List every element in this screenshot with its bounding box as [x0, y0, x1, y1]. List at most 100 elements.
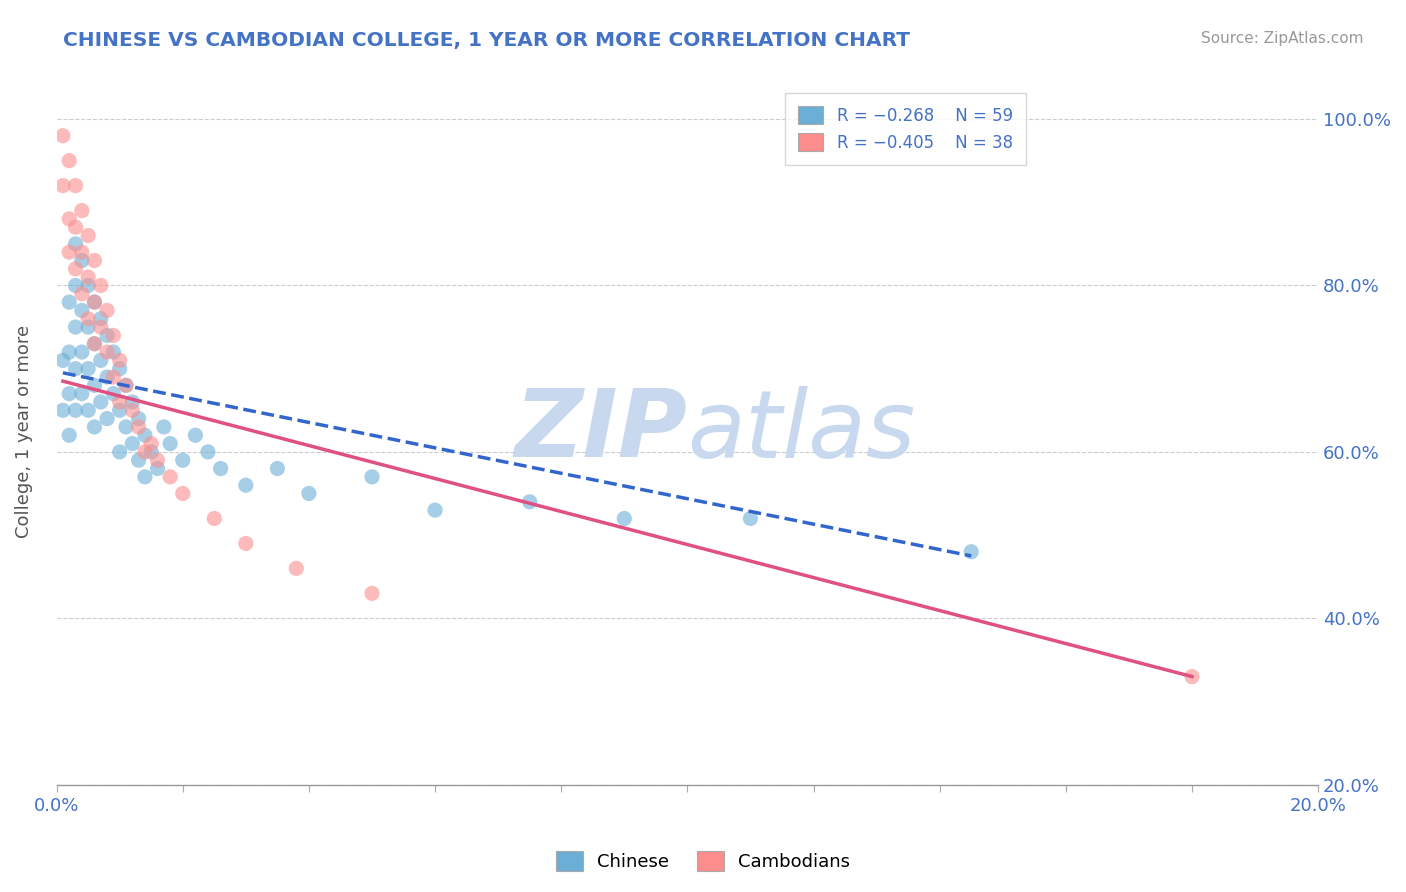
Point — [103, 345, 125, 359]
Point — [96, 411, 118, 425]
Point — [90, 353, 112, 368]
Point — [65, 320, 87, 334]
Point — [65, 178, 87, 193]
Point — [235, 478, 257, 492]
Point — [103, 386, 125, 401]
Point — [115, 378, 138, 392]
Text: ZIP: ZIP — [515, 385, 688, 477]
Point — [519, 495, 541, 509]
Point — [1181, 669, 1204, 683]
Point — [70, 286, 93, 301]
Point — [209, 461, 232, 475]
Point — [83, 295, 105, 310]
Point — [740, 511, 762, 525]
Point — [960, 545, 983, 559]
Point — [115, 378, 138, 392]
Point — [159, 470, 181, 484]
Point — [58, 345, 80, 359]
Point — [96, 328, 118, 343]
Point — [77, 311, 100, 326]
Point — [83, 295, 105, 310]
Point — [58, 386, 80, 401]
Point — [65, 236, 87, 251]
Point — [90, 311, 112, 326]
Point — [96, 303, 118, 318]
Point — [65, 220, 87, 235]
Point — [108, 403, 131, 417]
Point — [70, 245, 93, 260]
Point — [423, 503, 446, 517]
Point — [58, 245, 80, 260]
Point — [58, 295, 80, 310]
Point — [96, 370, 118, 384]
Point — [77, 320, 100, 334]
Point — [58, 211, 80, 226]
Point — [90, 278, 112, 293]
Point — [108, 445, 131, 459]
Point — [77, 270, 100, 285]
Point — [197, 445, 219, 459]
Point — [108, 361, 131, 376]
Point — [159, 436, 181, 450]
Point — [70, 303, 93, 318]
Point — [70, 203, 93, 218]
Point — [52, 178, 75, 193]
Point — [58, 153, 80, 168]
Point — [70, 345, 93, 359]
Point — [361, 470, 384, 484]
Point — [121, 395, 143, 409]
Point — [77, 278, 100, 293]
Point — [103, 370, 125, 384]
Point — [90, 320, 112, 334]
Point — [108, 353, 131, 368]
Point — [134, 470, 156, 484]
Point — [128, 420, 150, 434]
Point — [134, 428, 156, 442]
Text: Source: ZipAtlas.com: Source: ZipAtlas.com — [1201, 31, 1364, 46]
Point — [90, 395, 112, 409]
Point — [83, 420, 105, 434]
Point — [77, 361, 100, 376]
Point — [134, 445, 156, 459]
Point — [83, 253, 105, 268]
Point — [153, 420, 176, 434]
Point — [83, 336, 105, 351]
Point — [121, 436, 143, 450]
Point — [58, 428, 80, 442]
Point — [115, 420, 138, 434]
Point — [65, 278, 87, 293]
Point — [172, 453, 194, 467]
Point — [172, 486, 194, 500]
Point — [298, 486, 321, 500]
Point — [65, 261, 87, 276]
Legend: Chinese, Cambodians: Chinese, Cambodians — [548, 844, 858, 879]
Point — [128, 411, 150, 425]
Point — [70, 253, 93, 268]
Point — [65, 403, 87, 417]
Point — [146, 453, 169, 467]
Point — [146, 461, 169, 475]
Point — [108, 395, 131, 409]
Point — [613, 511, 636, 525]
Point — [77, 228, 100, 243]
Point — [83, 378, 105, 392]
Legend: R = −0.268    N = 59, R = −0.405    N = 38: R = −0.268 N = 59, R = −0.405 N = 38 — [785, 93, 1026, 165]
Point — [52, 403, 75, 417]
Point — [65, 361, 87, 376]
Y-axis label: College, 1 year or more: College, 1 year or more — [15, 325, 32, 538]
Point — [70, 386, 93, 401]
Point — [103, 328, 125, 343]
Point — [184, 428, 207, 442]
Point — [202, 511, 225, 525]
Point — [128, 453, 150, 467]
Point — [83, 336, 105, 351]
Text: atlas: atlas — [688, 385, 915, 476]
Point — [121, 403, 143, 417]
Point — [235, 536, 257, 550]
Point — [285, 561, 308, 575]
Text: CHINESE VS CAMBODIAN COLLEGE, 1 YEAR OR MORE CORRELATION CHART: CHINESE VS CAMBODIAN COLLEGE, 1 YEAR OR … — [63, 31, 910, 50]
Point — [96, 345, 118, 359]
Point — [52, 353, 75, 368]
Point — [266, 461, 288, 475]
Point — [141, 436, 163, 450]
